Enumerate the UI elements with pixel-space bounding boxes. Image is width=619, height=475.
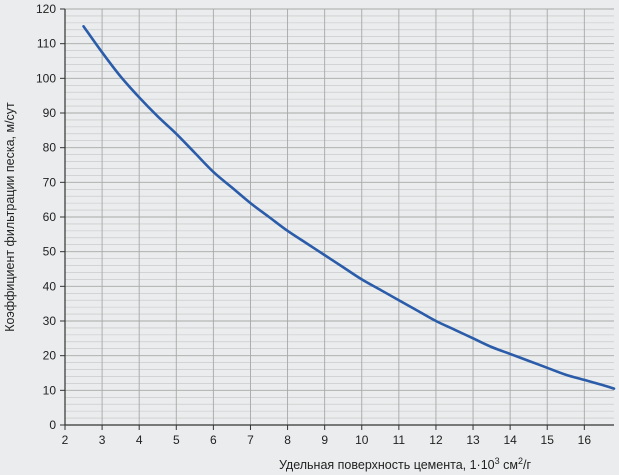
x-tick-label: 3 bbox=[99, 433, 106, 447]
x-tick-label: 5 bbox=[173, 433, 180, 447]
y-tick-label: 110 bbox=[37, 37, 56, 51]
y-axis-title: Коэффициент фильтрации песка, м/сут bbox=[3, 102, 17, 332]
x-tick-label: 8 bbox=[284, 433, 291, 447]
y-tick-label: 40 bbox=[43, 279, 57, 293]
x-tick-label: 9 bbox=[321, 433, 328, 447]
y-tick-label: 10 bbox=[43, 383, 57, 397]
y-tick-label: 90 bbox=[43, 106, 57, 120]
y-tick-label: 60 bbox=[43, 210, 57, 224]
x-tick-label: 2 bbox=[62, 433, 69, 447]
y-tick-label: 30 bbox=[43, 314, 57, 328]
x-tick-label: 16 bbox=[578, 433, 592, 447]
x-tick-label: 15 bbox=[541, 433, 555, 447]
x-tick-label: 6 bbox=[210, 433, 217, 447]
y-tick-label: 70 bbox=[43, 175, 57, 189]
y-tick-label: 80 bbox=[43, 141, 57, 155]
y-tick-label: 120 bbox=[36, 2, 56, 16]
x-tick-label: 4 bbox=[136, 433, 143, 447]
x-tick-label: 12 bbox=[429, 433, 443, 447]
x-tick-label: 11 bbox=[393, 433, 406, 447]
y-tick-label: 100 bbox=[36, 71, 56, 85]
series-line bbox=[82, 25, 616, 390]
x-tick-label: 13 bbox=[466, 433, 480, 447]
axes bbox=[60, 8, 614, 430]
x-tick-label: 14 bbox=[503, 433, 517, 447]
y-tick-label: 0 bbox=[49, 418, 56, 432]
x-axis-title: Удельная поверхность цемента, 1·103 см2/… bbox=[279, 456, 532, 472]
y-tick-label: 50 bbox=[43, 245, 57, 259]
x-tick-label: 10 bbox=[355, 433, 369, 447]
x-tick-labels: 2 3 4 5 6 7 8 9 10 11 12 13 14 15 16 bbox=[62, 433, 592, 447]
y-tick-labels: 0 10 20 30 40 50 60 70 80 90 100 110 120 bbox=[36, 2, 56, 432]
major-grid bbox=[65, 8, 614, 425]
minor-grid bbox=[65, 15, 614, 419]
x-tick-label: 7 bbox=[247, 433, 254, 447]
y-tick-label: 20 bbox=[43, 349, 57, 363]
